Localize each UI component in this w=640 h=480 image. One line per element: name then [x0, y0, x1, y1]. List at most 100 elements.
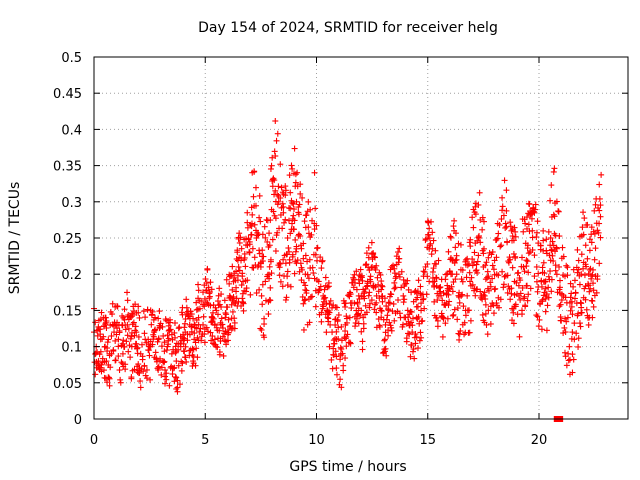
data-point: [497, 243, 504, 250]
data-point: [218, 291, 225, 298]
data-point: [260, 253, 267, 260]
data-point: [266, 230, 273, 237]
x-tick-label: 5: [201, 433, 209, 448]
data-point: [223, 311, 230, 318]
data-point: [385, 307, 392, 314]
data-point: [114, 303, 121, 310]
data-point: [338, 337, 345, 344]
data-point: [480, 245, 487, 252]
data-point: [418, 334, 425, 341]
data-point: [492, 285, 499, 292]
data-point: [304, 271, 311, 278]
data-point: [541, 270, 548, 277]
data-point: [423, 291, 430, 298]
data-point: [188, 311, 195, 318]
data-point: [259, 281, 266, 288]
data-point: [270, 208, 277, 215]
data-point: [203, 324, 210, 331]
data-point: [446, 298, 453, 305]
data-point: [205, 284, 212, 291]
data-point: [580, 209, 587, 216]
data-point: [157, 355, 164, 362]
data-point: [151, 327, 158, 334]
data-point: [244, 219, 251, 226]
data-point: [269, 236, 276, 243]
data-point: [121, 343, 128, 350]
data-point: [208, 286, 215, 293]
data-point: [524, 258, 531, 265]
data-point: [330, 337, 337, 344]
y-tick-label: 0.45: [53, 87, 82, 102]
data-point: [594, 276, 601, 283]
data-point: [134, 344, 141, 351]
data-point: [597, 234, 604, 241]
data-point: [385, 306, 392, 313]
data-point: [317, 254, 324, 261]
data-point: [477, 239, 484, 246]
data-point: [403, 338, 410, 345]
data-point: [414, 303, 421, 310]
data-point: [468, 274, 475, 281]
data-point: [533, 278, 540, 285]
data-points: [91, 117, 605, 422]
data-point: [493, 300, 500, 307]
data-point: [182, 343, 189, 350]
data-point: [229, 286, 236, 293]
data-point: [573, 330, 580, 337]
data-point: [115, 343, 122, 350]
data-point: [135, 303, 142, 310]
data-point: [240, 300, 247, 307]
data-point: [170, 365, 177, 372]
data-point: [124, 289, 131, 296]
data-point: [467, 317, 474, 324]
data-point: [216, 327, 223, 334]
data-point: [294, 169, 301, 176]
data-point: [552, 262, 559, 269]
data-point: [555, 208, 562, 215]
data-point: [433, 275, 440, 282]
data-point: [242, 263, 249, 270]
data-point: [466, 239, 473, 246]
data-point: [311, 226, 318, 233]
data-point: [511, 224, 518, 231]
data-point: [287, 230, 294, 237]
data-point: [479, 214, 486, 221]
data-point: [524, 245, 531, 252]
data-point: [471, 249, 478, 256]
data-point: [149, 341, 156, 348]
data-point: [216, 348, 223, 355]
data-point: [415, 277, 422, 284]
data-point: [192, 362, 199, 369]
data-point: [291, 217, 298, 224]
data-point: [162, 380, 169, 387]
data-point: [588, 224, 595, 231]
data-point: [379, 283, 386, 290]
data-point: [391, 265, 398, 272]
data-point: [480, 218, 487, 225]
data-point: [109, 311, 116, 318]
data-point: [140, 308, 147, 315]
data-point: [104, 339, 111, 346]
data-point: [129, 311, 136, 318]
data-point: [169, 370, 176, 377]
data-point: [321, 286, 328, 293]
data-point: [289, 165, 296, 172]
data-point: [287, 205, 294, 212]
data-point: [343, 315, 350, 322]
data-point: [267, 217, 274, 224]
data-point: [249, 211, 256, 218]
data-point: [204, 266, 211, 273]
data-point: [324, 284, 331, 291]
x-tick-label: 10: [308, 433, 325, 448]
data-point: [209, 333, 216, 340]
data-point: [379, 298, 386, 305]
data-point: [476, 189, 483, 196]
data-point: [158, 371, 165, 378]
data-point: [210, 315, 217, 322]
data-point: [180, 331, 187, 338]
data-point: [326, 301, 333, 308]
data-point: [181, 324, 188, 331]
data-point: [195, 295, 202, 302]
data-point: [243, 288, 250, 295]
data-point: [153, 358, 160, 365]
